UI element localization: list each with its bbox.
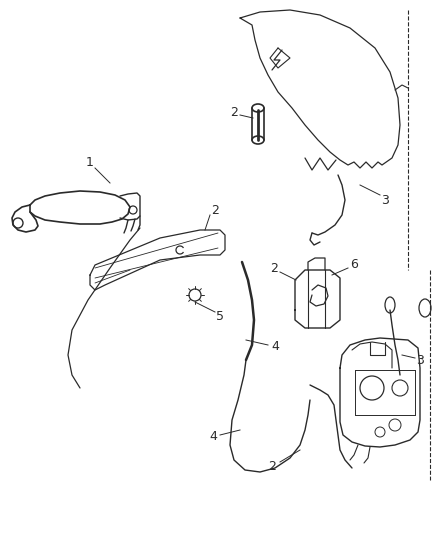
Text: 2: 2: [268, 459, 276, 472]
Text: 2: 2: [211, 204, 219, 216]
Text: 3: 3: [381, 193, 389, 206]
Text: 6: 6: [350, 259, 358, 271]
Text: 4: 4: [209, 431, 217, 443]
Text: 1: 1: [86, 157, 94, 169]
Text: 3: 3: [416, 353, 424, 367]
Text: 2: 2: [230, 106, 238, 118]
Text: 4: 4: [271, 341, 279, 353]
Text: 5: 5: [216, 310, 224, 322]
Text: 2: 2: [270, 262, 278, 274]
